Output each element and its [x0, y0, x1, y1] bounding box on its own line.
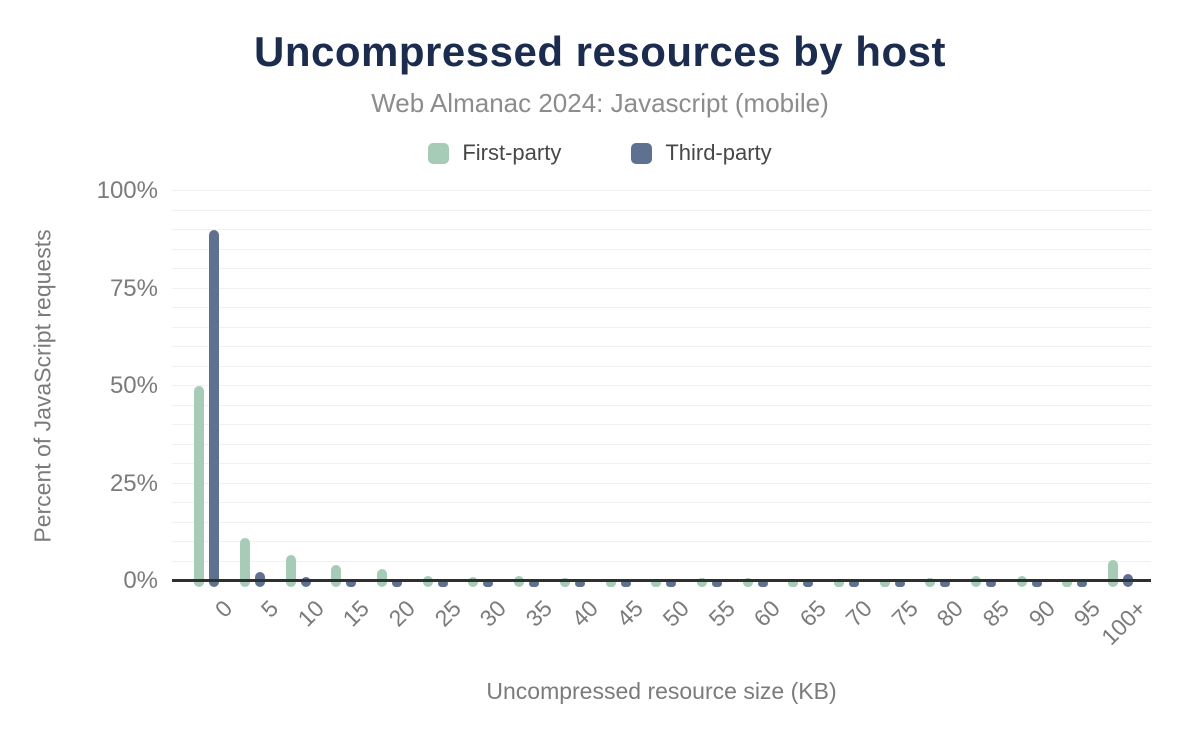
bar-third-party-25kb: [437, 579, 448, 587]
gridline-80pct: [172, 268, 1151, 269]
bar-first-party-40kb: [559, 577, 570, 587]
x-tick-label-5: 5: [255, 595, 283, 623]
legend-label-first-party: First-party: [462, 140, 562, 165]
x-tick-label-90: 90: [1023, 595, 1060, 632]
gridline-95pct: [172, 209, 1151, 211]
gridline-65pct: [172, 326, 1151, 328]
gridline-100pct: [172, 190, 1151, 191]
bar-first-party-20kb: [377, 568, 388, 587]
gridline-35pct: [172, 443, 1151, 445]
bar-first-party-0kb: [194, 386, 205, 587]
y-tick-label-100%: 100%: [96, 177, 158, 204]
bar-third-party-80kb: [940, 580, 951, 587]
x-tick-label-10: 10: [292, 595, 329, 632]
legend-label-third-party: Third-party: [665, 140, 772, 165]
y-tick-label-25%: 25%: [109, 469, 158, 497]
gridline-50pct: [172, 385, 1151, 386]
legend: First-party Third-party: [0, 140, 1200, 166]
bar-first-party-15kb: [331, 565, 342, 587]
bar-third-party-50kb: [666, 580, 677, 587]
x-tick-label-75: 75: [886, 595, 923, 632]
x-tick-label-20: 20: [383, 595, 420, 632]
bar-third-party-75kb: [894, 580, 905, 587]
gridline-90pct: [172, 229, 1151, 230]
x-tick-label-40: 40: [566, 595, 603, 632]
chart-title: Uncompressed resources by host: [254, 28, 946, 75]
gridline-55pct: [172, 365, 1151, 367]
bar-first-party-95kb: [1062, 579, 1073, 587]
bar-third-party-30kb: [483, 579, 494, 587]
x-tick-label-80: 80: [931, 595, 969, 632]
y-tick-label-50%: 50%: [109, 372, 158, 399]
bar-first-party-55kb: [696, 578, 707, 587]
gridline-20pct: [172, 502, 1151, 503]
x-tick-label-50: 50: [657, 595, 695, 632]
x-tick-label-30: 30: [474, 595, 512, 632]
bar-third-party-55kb: [711, 580, 722, 587]
gridline-70pct: [172, 307, 1151, 308]
gridline-10pct: [172, 541, 1151, 542]
bar-third-party-20kb: [392, 579, 403, 587]
legend-item-first-party: First-party: [428, 140, 561, 166]
bar-first-party-30kb: [468, 577, 479, 587]
gridline-40pct: [172, 424, 1151, 425]
gridline-15pct: [172, 521, 1151, 523]
gridline-85pct: [172, 248, 1151, 250]
bar-first-party-70kb: [833, 579, 844, 587]
x-tick-label-45: 45: [611, 595, 649, 632]
gridline-5pct: [172, 560, 1151, 562]
x-tick-label-65: 65: [794, 595, 832, 632]
x-tick-label-85: 85: [977, 595, 1014, 632]
bar-third-party-35kb: [529, 579, 540, 587]
bar-first-party-75kb: [879, 579, 890, 587]
bar-first-party-50kb: [651, 578, 662, 587]
bar-first-party-80kb: [925, 577, 936, 587]
legend-item-third-party: Third-party: [631, 140, 772, 166]
bar-third-party-45kb: [620, 580, 631, 587]
gridline-25pct: [172, 482, 1151, 484]
x-tick-label-55: 55: [703, 595, 740, 632]
x-axis-title: Uncompressed resource size (KB): [486, 678, 837, 704]
chart-subtitle: Web Almanac 2024: Javascript (mobile): [371, 88, 829, 118]
bar-first-party-45kb: [605, 578, 616, 587]
x-tick-label-0: 0: [209, 595, 238, 623]
bar-first-party-10kb: [285, 555, 296, 587]
bar-third-party-65kb: [803, 580, 814, 587]
bar-first-party-65kb: [788, 579, 799, 587]
y-tick-label-0%: 0%: [123, 567, 158, 594]
bar-third-party-60kb: [757, 580, 768, 587]
x-axis-line: [172, 579, 1151, 582]
bar-first-party-60kb: [742, 577, 753, 587]
x-tick-label-35: 35: [520, 595, 558, 632]
gridline-45pct: [172, 404, 1151, 406]
x-tick-label-15: 15: [337, 595, 375, 632]
x-tick-label-70: 70: [840, 595, 877, 632]
first-party-swatch-icon: [428, 142, 450, 164]
y-tick-label-75%: 75%: [109, 274, 158, 302]
x-tick-label-25: 25: [429, 595, 466, 632]
bar-third-party-0kb: [209, 230, 220, 587]
bar-third-party-40kb: [574, 580, 585, 587]
bar-third-party-90kb: [1031, 580, 1042, 587]
bar-third-party-15kb: [346, 578, 357, 587]
bar-third-party-95kb: [1077, 580, 1088, 587]
gridline-75pct: [172, 287, 1151, 289]
bar-third-party-70kb: [848, 580, 859, 587]
bar-third-party-85kb: [986, 579, 997, 587]
gridline-30pct: [172, 463, 1151, 464]
bar-first-party-100pluskb: [1108, 559, 1119, 587]
gridline-60pct: [172, 346, 1151, 347]
x-tick-label-60: 60: [748, 595, 786, 632]
plot-area: 0% 25% 50% 75% 100% 0 5 10 15 20 25 30 35 40 45 50 55 60 6…: [97, 177, 1151, 650]
third-party-swatch-icon: [631, 142, 653, 164]
x-tick-label-100plus: 100+: [1095, 595, 1151, 651]
bar-first-party-5kb: [239, 538, 250, 587]
y-axis-title: Percent of JavaScript requests: [29, 229, 56, 543]
